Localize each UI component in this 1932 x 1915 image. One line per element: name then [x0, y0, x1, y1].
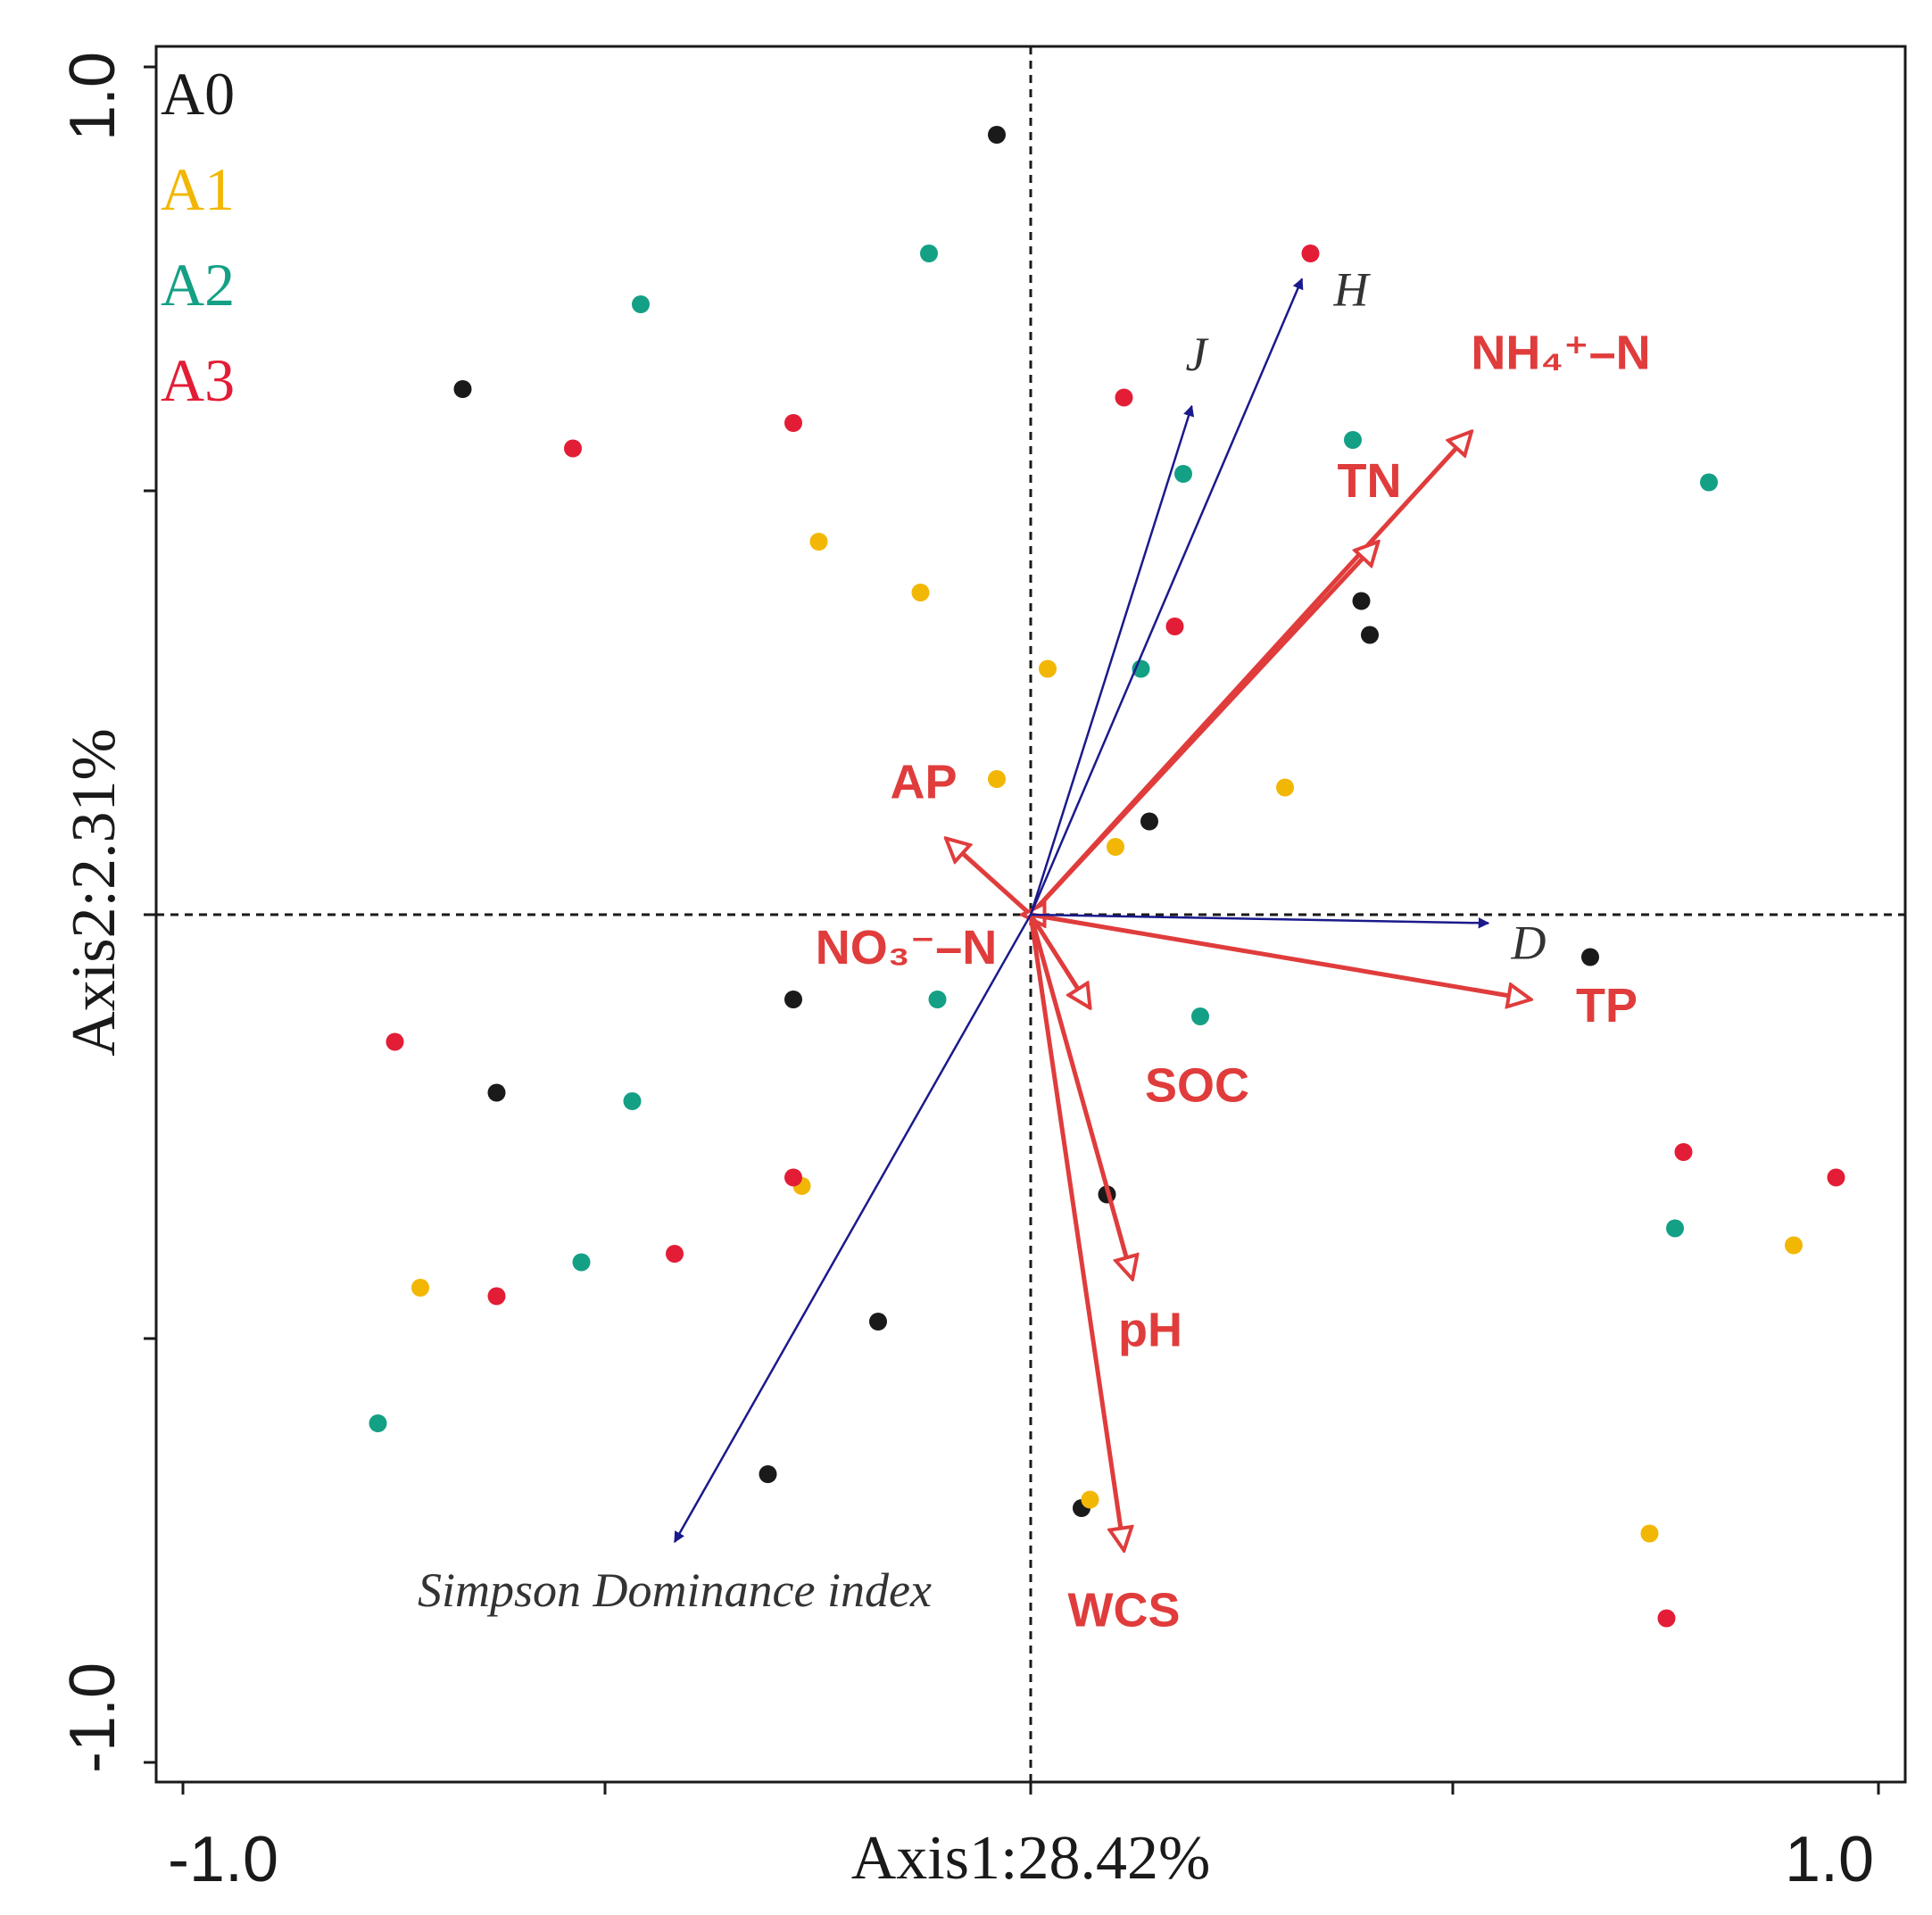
sample-point-a1 [1039, 659, 1057, 678]
sample-point-a1 [911, 584, 930, 601]
sample-point-a0 [453, 380, 472, 398]
sample-point-a2 [1191, 1007, 1209, 1025]
species-label-j: J [1186, 327, 1210, 381]
sample-point-a1 [988, 770, 1006, 788]
env-arrow-soc [1028, 913, 1090, 1008]
sample-point-a2 [928, 991, 947, 1008]
sample-point-a3 [564, 439, 582, 458]
env-arrow-ph [1028, 914, 1132, 1280]
sample-point-a0 [487, 1083, 506, 1102]
sample-point-a1 [809, 533, 828, 551]
x-tick-label-min: -1.0 [168, 1824, 278, 1895]
sample-point-a2 [1700, 473, 1718, 492]
sample-point-a2 [572, 1253, 591, 1272]
sample-point-a2 [623, 1092, 642, 1110]
sample-point-a2 [369, 1414, 387, 1432]
species-label-simpson-dominance-index: Simpson Dominance index [418, 1563, 932, 1617]
env-label-tn: TN [1338, 454, 1402, 508]
env-label-ap: AP [890, 756, 957, 809]
sample-point-a3 [1674, 1143, 1693, 1161]
sample-point-a0 [869, 1313, 887, 1331]
species-arrow-d [1030, 913, 1490, 929]
sample-point-a2 [1344, 431, 1362, 449]
arrow-labels: NH₄⁺–N TN AP NO₃⁻–N SOC TP pH WCS H J D Simpson Dom… [418, 263, 1651, 1637]
sample-point-a0 [1352, 592, 1371, 610]
legend-a2: A2 [161, 251, 235, 319]
sample-point-a3 [1115, 388, 1133, 407]
legend: A0 A1 A2 A3 [161, 60, 235, 414]
sample-point-a1 [411, 1279, 429, 1297]
sample-point-a1 [1785, 1236, 1803, 1255]
sample-point-a0 [1581, 948, 1599, 966]
species-label-h: H [1333, 263, 1372, 317]
sample-point-a0 [759, 1465, 777, 1483]
sample-point-a1 [1640, 1524, 1659, 1543]
sample-point-a0 [1140, 812, 1158, 831]
sample-point-a2 [1174, 465, 1192, 483]
sample-point-a0 [1361, 626, 1379, 644]
env-label-non: NO₃⁻–N [816, 921, 998, 974]
y-tick-label-min: -1.0 [57, 1662, 129, 1773]
ticks [144, 65, 1880, 1795]
species-label-d: D [1511, 916, 1546, 970]
env-label-ph: pH [1118, 1304, 1182, 1357]
environment-arrows [946, 432, 1531, 1551]
species-arrow-j [1029, 404, 1195, 916]
legend-a3: A3 [161, 346, 235, 414]
sample-point-a3 [784, 414, 802, 432]
sample-point-a1 [1081, 1490, 1099, 1509]
env-arrow-tn [1029, 542, 1379, 916]
y-axis-title: Axis2:2.31% [60, 728, 129, 1057]
x-tick-label-max: 1.0 [1785, 1824, 1874, 1895]
env-arrow-tp [1030, 912, 1531, 999]
env-label-wcs: WCS [1068, 1584, 1181, 1637]
x-axis-title: Axis1:28.42% [851, 1824, 1211, 1893]
y-tick-label-max: 1.0 [57, 52, 129, 141]
legend-a1: A1 [161, 155, 235, 223]
env-label-tp: TP [1576, 979, 1638, 1032]
sample-point-a0 [784, 991, 802, 1008]
sample-point-a3 [1827, 1168, 1845, 1187]
sample-point-a1 [1276, 778, 1294, 797]
env-arrow-wcs [1028, 914, 1124, 1551]
sample-point-a1 [1107, 838, 1124, 856]
legend-a0: A0 [161, 60, 235, 128]
sample-point-a2 [920, 245, 938, 262]
species-arrow-simpson-dominance-index [673, 914, 1032, 1544]
sample-point-a3 [1657, 1609, 1676, 1628]
sample-point-a0 [988, 126, 1006, 144]
sample-point-a3 [386, 1032, 404, 1051]
env-label-nhn: NH₄⁺–N [1471, 327, 1650, 380]
sample-point-a2 [1666, 1219, 1684, 1238]
env-arrow-ap [946, 839, 1032, 916]
sample-point-a3 [1165, 618, 1184, 635]
species-arrows [673, 278, 1490, 1544]
sample-point-a3 [1301, 245, 1320, 262]
species-arrow-h [1029, 278, 1304, 916]
sample-point-a3 [784, 1168, 802, 1187]
sample-point-a3 [487, 1287, 506, 1306]
sample-point-a3 [666, 1245, 684, 1263]
env-label-soc: SOC [1145, 1059, 1249, 1113]
sample-point-a2 [632, 295, 650, 313]
